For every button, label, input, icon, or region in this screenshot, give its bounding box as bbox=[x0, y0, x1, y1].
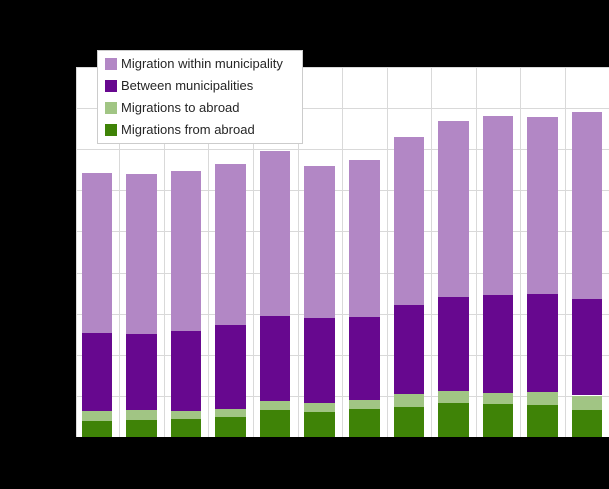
legend-label: Migrations to abroad bbox=[121, 100, 240, 115]
bar-segment bbox=[81, 172, 113, 333]
bar-segment bbox=[215, 408, 246, 417]
bar-segment bbox=[170, 411, 202, 419]
bar-segment bbox=[438, 403, 469, 437]
bar-segment bbox=[215, 416, 246, 437]
legend-label: Migration within municipality bbox=[121, 56, 283, 71]
bar-segment bbox=[126, 420, 157, 437]
bar-segment bbox=[215, 164, 246, 326]
bar-segment bbox=[393, 137, 425, 306]
gridline-v bbox=[475, 67, 477, 437]
legend-swatch-between-municipalities bbox=[105, 80, 117, 92]
gridline-v bbox=[76, 67, 77, 437]
bar-segment bbox=[482, 294, 514, 393]
legend-label: Migrations from abroad bbox=[121, 122, 255, 137]
bar-segment bbox=[438, 390, 469, 404]
gridline-v bbox=[119, 67, 121, 437]
gridline-v bbox=[252, 67, 254, 437]
bar-segment bbox=[482, 115, 514, 295]
legend: Migration within municipality Between mu… bbox=[97, 50, 303, 144]
legend-label: Between municipalities bbox=[121, 78, 254, 93]
bar-segment bbox=[170, 170, 202, 331]
gridline-v bbox=[163, 67, 165, 437]
legend-item: Migrations from abroad bbox=[105, 119, 296, 141]
bar-segment bbox=[482, 404, 514, 437]
legend-item: Between municipalities bbox=[105, 75, 296, 97]
bar-segment bbox=[304, 166, 336, 319]
plot-area bbox=[76, 67, 609, 437]
bar-segment bbox=[571, 409, 603, 437]
legend-item: Migrations to abroad bbox=[105, 97, 296, 119]
bar-segment bbox=[438, 121, 469, 298]
bar-segment bbox=[393, 393, 425, 407]
bar-segment bbox=[259, 315, 291, 401]
bar-segment bbox=[259, 151, 291, 316]
bar-segment bbox=[393, 406, 425, 437]
gridline-v bbox=[520, 67, 522, 437]
bar-segment bbox=[527, 391, 558, 405]
gridline-v bbox=[342, 67, 344, 437]
bar-segment bbox=[81, 333, 113, 412]
gridline-v bbox=[431, 67, 433, 437]
bar-segment bbox=[304, 412, 336, 437]
gridline-v bbox=[386, 67, 388, 437]
bar-segment bbox=[304, 403, 336, 413]
bar-segment bbox=[349, 316, 380, 400]
legend-item: Migration within municipality bbox=[105, 53, 296, 75]
bar-segment bbox=[527, 404, 558, 437]
gridline-v bbox=[208, 67, 210, 437]
bar-segment bbox=[571, 395, 603, 410]
legend-swatch-to-abroad bbox=[105, 102, 117, 114]
bar-segment bbox=[126, 410, 157, 421]
bar-segment bbox=[259, 409, 291, 437]
bar-segment bbox=[126, 334, 157, 411]
bar-segment bbox=[170, 330, 202, 412]
bar-segment bbox=[304, 318, 336, 404]
bar-segment bbox=[349, 160, 380, 317]
bar-segment bbox=[527, 293, 558, 392]
bar-segment bbox=[126, 173, 157, 335]
bar-segment bbox=[349, 400, 380, 410]
gridline-v bbox=[564, 67, 566, 437]
bar-segment bbox=[438, 297, 469, 391]
bar-segment bbox=[571, 298, 603, 396]
bar-segment bbox=[170, 418, 202, 437]
gridline-v bbox=[297, 67, 299, 437]
bar-segment bbox=[259, 400, 291, 410]
bar-segment bbox=[393, 305, 425, 394]
bar-segment bbox=[571, 111, 603, 299]
bar-segment bbox=[527, 117, 558, 294]
bar-segment bbox=[215, 325, 246, 409]
legend-swatch-from-abroad bbox=[105, 124, 117, 136]
bar-segment bbox=[349, 409, 380, 437]
bar-segment bbox=[81, 411, 113, 421]
bar-segment bbox=[81, 420, 113, 437]
bar-segment bbox=[482, 392, 514, 405]
legend-swatch-within-municipality bbox=[105, 58, 117, 70]
